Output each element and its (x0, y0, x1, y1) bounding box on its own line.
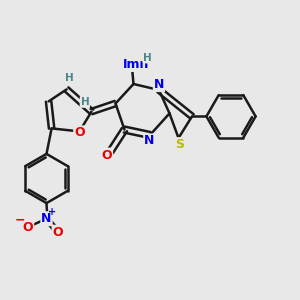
Text: N: N (154, 78, 164, 91)
Text: H: H (143, 52, 152, 63)
Text: O: O (101, 148, 112, 162)
Text: S: S (176, 138, 184, 151)
Text: N: N (41, 212, 52, 225)
Text: Imn: Imn (122, 58, 149, 71)
Text: H: H (80, 97, 89, 107)
Text: +: + (48, 207, 57, 217)
Text: O: O (74, 126, 85, 140)
Text: H: H (65, 73, 74, 83)
Text: O: O (22, 220, 33, 234)
Text: N: N (144, 134, 154, 148)
Text: −: − (14, 214, 25, 227)
Text: O: O (52, 226, 63, 239)
